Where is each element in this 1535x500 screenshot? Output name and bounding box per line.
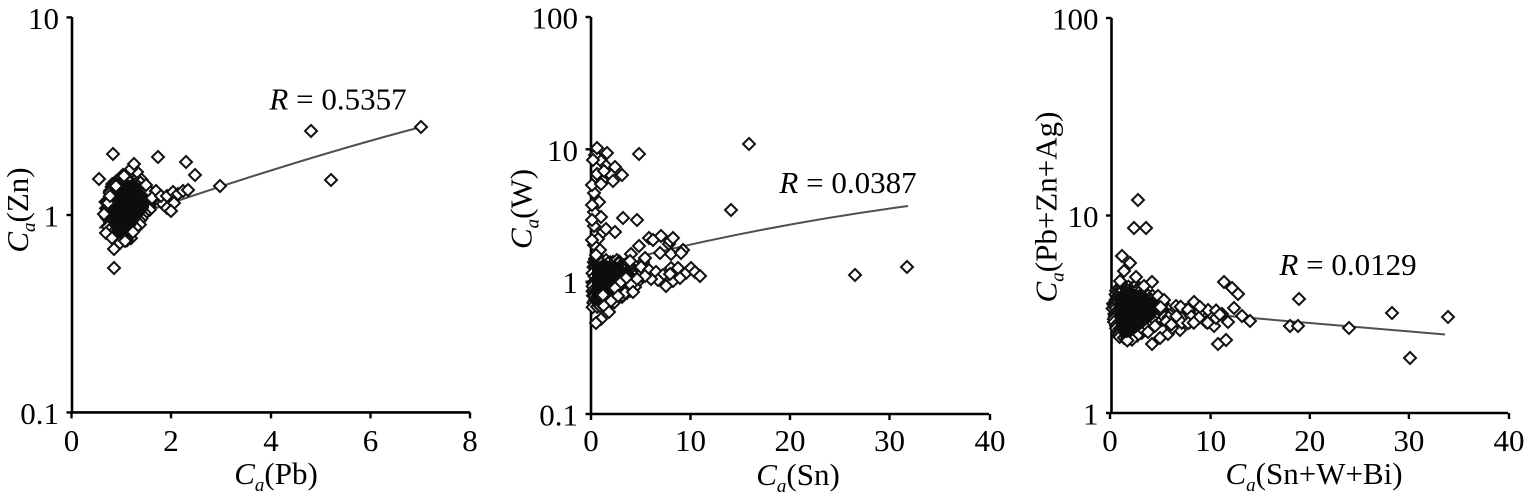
- svg-text:8: 8: [462, 423, 478, 458]
- svg-text:100: 100: [532, 1, 579, 36]
- svg-text:Ca(Sn): Ca(Sn): [756, 457, 840, 497]
- svg-text:Ca(Pb): Ca(Pb): [234, 456, 318, 496]
- svg-text:1: 1: [44, 199, 60, 234]
- svg-text:100: 100: [1052, 2, 1099, 37]
- svg-text:40: 40: [975, 423, 1006, 458]
- svg-text:4: 4: [263, 423, 279, 458]
- svg-text:0: 0: [64, 423, 80, 458]
- svg-text:0.1: 0.1: [539, 398, 578, 433]
- svg-text:2: 2: [163, 423, 179, 458]
- svg-text:10: 10: [1195, 423, 1226, 458]
- svg-text:10: 10: [1068, 199, 1099, 234]
- svg-text:30: 30: [874, 423, 905, 458]
- svg-text:1: 1: [1083, 397, 1099, 432]
- svg-text:10: 10: [547, 133, 578, 168]
- svg-text:10: 10: [675, 423, 706, 458]
- svg-text:Ca(W): Ca(W): [504, 169, 544, 249]
- svg-text:30: 30: [1393, 423, 1424, 458]
- svg-text:0: 0: [1102, 423, 1118, 458]
- svg-text:20: 20: [775, 423, 806, 458]
- svg-text:Ca(Zn): Ca(Zn): [0, 167, 40, 252]
- svg-text:20: 20: [1294, 423, 1325, 458]
- svg-text:R = 0.5357: R = 0.5357: [268, 82, 406, 117]
- svg-text:0: 0: [583, 423, 599, 458]
- svg-text:Ca(Pb+Zn+Ag): Ca(Pb+Zn+Ag): [1029, 112, 1069, 303]
- svg-text:R = 0.0387: R = 0.0387: [778, 165, 916, 200]
- svg-text:1: 1: [563, 265, 579, 300]
- svg-text:6: 6: [363, 423, 379, 458]
- svg-text:40: 40: [1494, 423, 1525, 458]
- svg-text:0.1: 0.1: [20, 396, 59, 431]
- svg-text:Ca(Sn+W+Bi): Ca(Sn+W+Bi): [1225, 456, 1402, 496]
- svg-text:10: 10: [28, 1, 59, 36]
- svg-text:R = 0.0129: R = 0.0129: [1278, 247, 1416, 282]
